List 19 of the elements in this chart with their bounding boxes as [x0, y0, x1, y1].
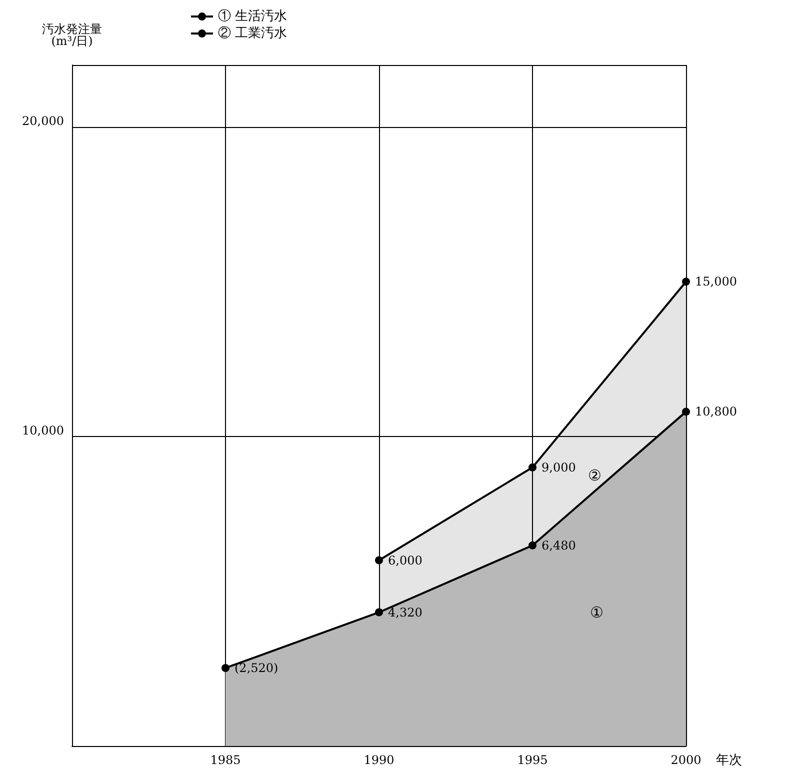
- data-label: 9,000: [542, 460, 576, 474]
- y-axis-title: 汚水発注量 (m³/日): [42, 22, 102, 48]
- x-tick-label: 1995: [517, 753, 548, 767]
- data-label: 6,480: [542, 538, 576, 552]
- x-axis-title: 年次: [716, 753, 742, 768]
- data-label: (2,520): [234, 660, 278, 675]
- data-label: 4,320: [388, 605, 422, 620]
- x-tick-label: 2000: [670, 753, 702, 767]
- legend-label: ① 生活汚水: [218, 9, 288, 24]
- data-label: 15,000: [695, 274, 737, 289]
- annotation: ②: [588, 466, 601, 484]
- legend-label: ② 工業汚水: [218, 26, 288, 41]
- data-label: 6,000: [388, 553, 422, 568]
- x-tick-label: 1985: [210, 753, 241, 767]
- y-tick-label: 20,000: [22, 114, 64, 128]
- annotation: ①: [590, 604, 603, 622]
- data-label: 10,800: [695, 404, 737, 419]
- x-tick-label: 1990: [364, 753, 394, 767]
- y-tick-label: 10,000: [22, 423, 64, 438]
